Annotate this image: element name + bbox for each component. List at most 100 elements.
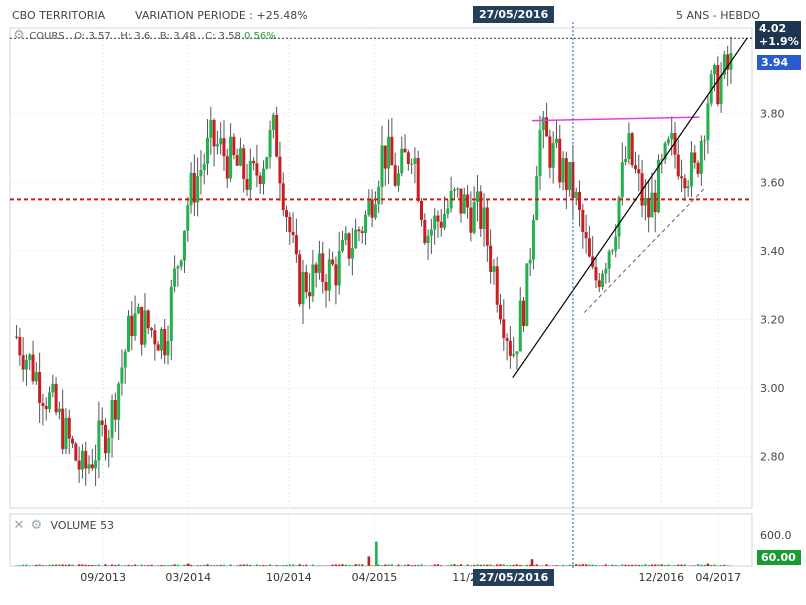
volume-bar (150, 564, 153, 566)
volume-bar (176, 564, 180, 566)
candle-body (308, 292, 312, 297)
candle-body (712, 65, 716, 75)
volume-bar (624, 564, 627, 566)
gear-icon[interactable]: ⚙ (13, 28, 25, 43)
volume-bar (551, 565, 555, 566)
volume-bar (542, 565, 545, 566)
candle-body (271, 114, 275, 130)
y-tick-label: 3.40 (760, 245, 785, 258)
volume-bar (305, 564, 308, 566)
volume-bar (436, 564, 440, 566)
volume-bar (466, 564, 469, 566)
volume-bar (301, 564, 305, 566)
candle-body (525, 263, 529, 326)
volume-bar (719, 565, 723, 566)
candle-body (610, 250, 614, 252)
volume-bar (64, 564, 68, 566)
candle-body (199, 169, 203, 177)
candle-body (574, 191, 578, 199)
candle-body (21, 355, 25, 370)
volume-bar (713, 564, 716, 566)
volume-bar (81, 564, 84, 566)
candle-body (275, 114, 279, 157)
candle-body (192, 172, 196, 203)
candle-body (587, 238, 591, 257)
volume-bar (627, 564, 631, 566)
candle-body (643, 197, 647, 206)
candle-body (686, 186, 690, 189)
candle-body (601, 273, 605, 287)
volume-bar (430, 565, 433, 566)
y-tick-label: 3.60 (760, 176, 785, 189)
candle-body (258, 175, 262, 184)
volume-bar (344, 564, 347, 566)
candle-body (354, 229, 358, 249)
candle-body (627, 133, 631, 159)
candle-body (696, 162, 700, 174)
candle-body (462, 194, 466, 214)
candle-body (446, 208, 450, 215)
volume-bar (58, 564, 61, 566)
volume-bar (219, 564, 222, 566)
candle-body (512, 354, 516, 356)
uptrend-dashed-trendline (583, 188, 705, 313)
volume-bar (380, 565, 384, 566)
candle-body (459, 188, 463, 214)
gear-icon[interactable]: ⚙ (30, 518, 43, 533)
candle-body (370, 199, 374, 218)
candle-body (406, 152, 410, 164)
volume-bar (716, 565, 719, 566)
volume-bar (384, 564, 387, 566)
chart-title: CBO TERRITORIA (12, 9, 106, 22)
candle-body (663, 143, 667, 160)
volume-bar (453, 564, 456, 566)
volume-bar (703, 564, 706, 566)
candle-body (469, 207, 473, 233)
candle-body (294, 235, 298, 255)
volume-bar (532, 565, 535, 566)
volume-bar (673, 565, 677, 566)
volume-bar (166, 565, 170, 566)
volume-bar (578, 564, 581, 566)
last-price-tag: 4.02 +1.9% (755, 21, 801, 49)
candle-body (222, 138, 226, 157)
candle-body (54, 383, 58, 413)
volume-bar (403, 564, 407, 566)
candle-body (130, 315, 134, 337)
volume-bar (607, 565, 611, 566)
candle-body (15, 336, 19, 338)
candle-body (420, 200, 424, 220)
volume-bar (663, 564, 667, 566)
volume-bar (476, 564, 479, 566)
candle-body (680, 176, 684, 179)
y-tick-label: 2.80 (760, 451, 785, 464)
range-label[interactable]: 5 ANS - HEBDO (676, 9, 761, 22)
candle-body (113, 399, 117, 420)
volume-bar (282, 564, 285, 566)
volume-bar (575, 564, 578, 566)
candle-body (505, 338, 509, 341)
volume-bar (588, 564, 591, 566)
candle-body (209, 119, 213, 138)
candle-body (252, 160, 256, 164)
candle-body (232, 136, 236, 156)
volume-bar (110, 564, 114, 566)
candle-body (607, 251, 611, 269)
volume-bar (449, 564, 453, 566)
candle-body (169, 286, 173, 341)
candle-body (403, 148, 407, 153)
candle-body (410, 163, 414, 165)
volume-bar (298, 564, 301, 566)
volume-bar (268, 564, 272, 566)
candle-body (456, 188, 460, 190)
volume-bar (528, 564, 532, 566)
candle-body (436, 215, 440, 222)
volume-panel-frame (9, 513, 753, 567)
close-icon[interactable]: ✕ (13, 518, 25, 533)
low-value: B: 3.48 (159, 31, 196, 42)
candle-body (657, 159, 661, 213)
candle-body (268, 129, 272, 158)
volume-bar (357, 564, 361, 566)
candle-body (637, 169, 641, 174)
